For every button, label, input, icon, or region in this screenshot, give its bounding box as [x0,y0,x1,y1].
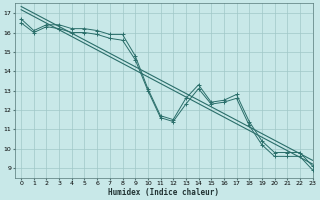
X-axis label: Humidex (Indice chaleur): Humidex (Indice chaleur) [108,188,219,197]
